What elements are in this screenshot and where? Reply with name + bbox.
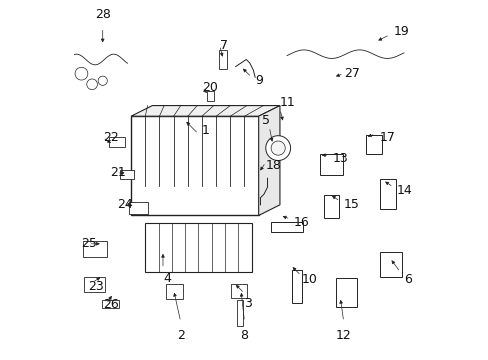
Polygon shape — [131, 105, 279, 116]
FancyBboxPatch shape — [128, 202, 147, 215]
Text: 10: 10 — [301, 273, 316, 286]
Text: 6: 6 — [403, 273, 411, 286]
Text: 27: 27 — [343, 67, 359, 80]
Text: 20: 20 — [202, 81, 217, 94]
Text: 8: 8 — [240, 329, 248, 342]
FancyBboxPatch shape — [206, 91, 214, 100]
FancyBboxPatch shape — [84, 277, 105, 292]
Text: 17: 17 — [378, 131, 394, 144]
Text: 26: 26 — [102, 298, 118, 311]
FancyBboxPatch shape — [270, 222, 303, 232]
Text: 14: 14 — [396, 184, 412, 197]
Text: 22: 22 — [102, 131, 118, 144]
Text: 21: 21 — [110, 166, 125, 179]
Text: 2: 2 — [176, 329, 184, 342]
FancyBboxPatch shape — [379, 252, 401, 277]
Circle shape — [86, 79, 97, 90]
FancyBboxPatch shape — [165, 284, 183, 300]
FancyBboxPatch shape — [231, 284, 246, 298]
Text: 19: 19 — [392, 24, 408, 38]
FancyBboxPatch shape — [82, 241, 107, 257]
FancyBboxPatch shape — [319, 154, 342, 175]
Circle shape — [98, 76, 107, 85]
FancyBboxPatch shape — [237, 300, 243, 326]
Text: 12: 12 — [335, 329, 351, 342]
FancyBboxPatch shape — [120, 170, 133, 179]
Text: 3: 3 — [244, 297, 252, 310]
Text: 11: 11 — [279, 96, 295, 109]
Text: 16: 16 — [293, 216, 309, 229]
Text: 7: 7 — [219, 39, 227, 52]
FancyBboxPatch shape — [380, 179, 395, 209]
Text: 24: 24 — [117, 198, 132, 211]
Circle shape — [265, 136, 290, 161]
FancyBboxPatch shape — [323, 195, 339, 218]
Text: 15: 15 — [343, 198, 359, 211]
Text: 18: 18 — [265, 159, 281, 172]
FancyBboxPatch shape — [131, 116, 258, 215]
Text: 28: 28 — [95, 8, 110, 21]
Text: 5: 5 — [261, 114, 269, 127]
Text: 4: 4 — [163, 272, 170, 285]
Polygon shape — [258, 105, 279, 215]
FancyBboxPatch shape — [366, 135, 381, 154]
FancyBboxPatch shape — [145, 222, 251, 272]
FancyBboxPatch shape — [219, 50, 227, 69]
Text: 13: 13 — [332, 152, 348, 165]
FancyBboxPatch shape — [291, 270, 301, 303]
Text: 1: 1 — [202, 125, 209, 138]
Circle shape — [75, 67, 88, 80]
FancyBboxPatch shape — [102, 300, 119, 308]
Circle shape — [270, 141, 285, 155]
Text: 9: 9 — [255, 74, 263, 87]
Text: 25: 25 — [81, 237, 97, 250]
Text: 23: 23 — [88, 280, 104, 293]
FancyBboxPatch shape — [335, 278, 356, 307]
FancyBboxPatch shape — [109, 137, 124, 147]
